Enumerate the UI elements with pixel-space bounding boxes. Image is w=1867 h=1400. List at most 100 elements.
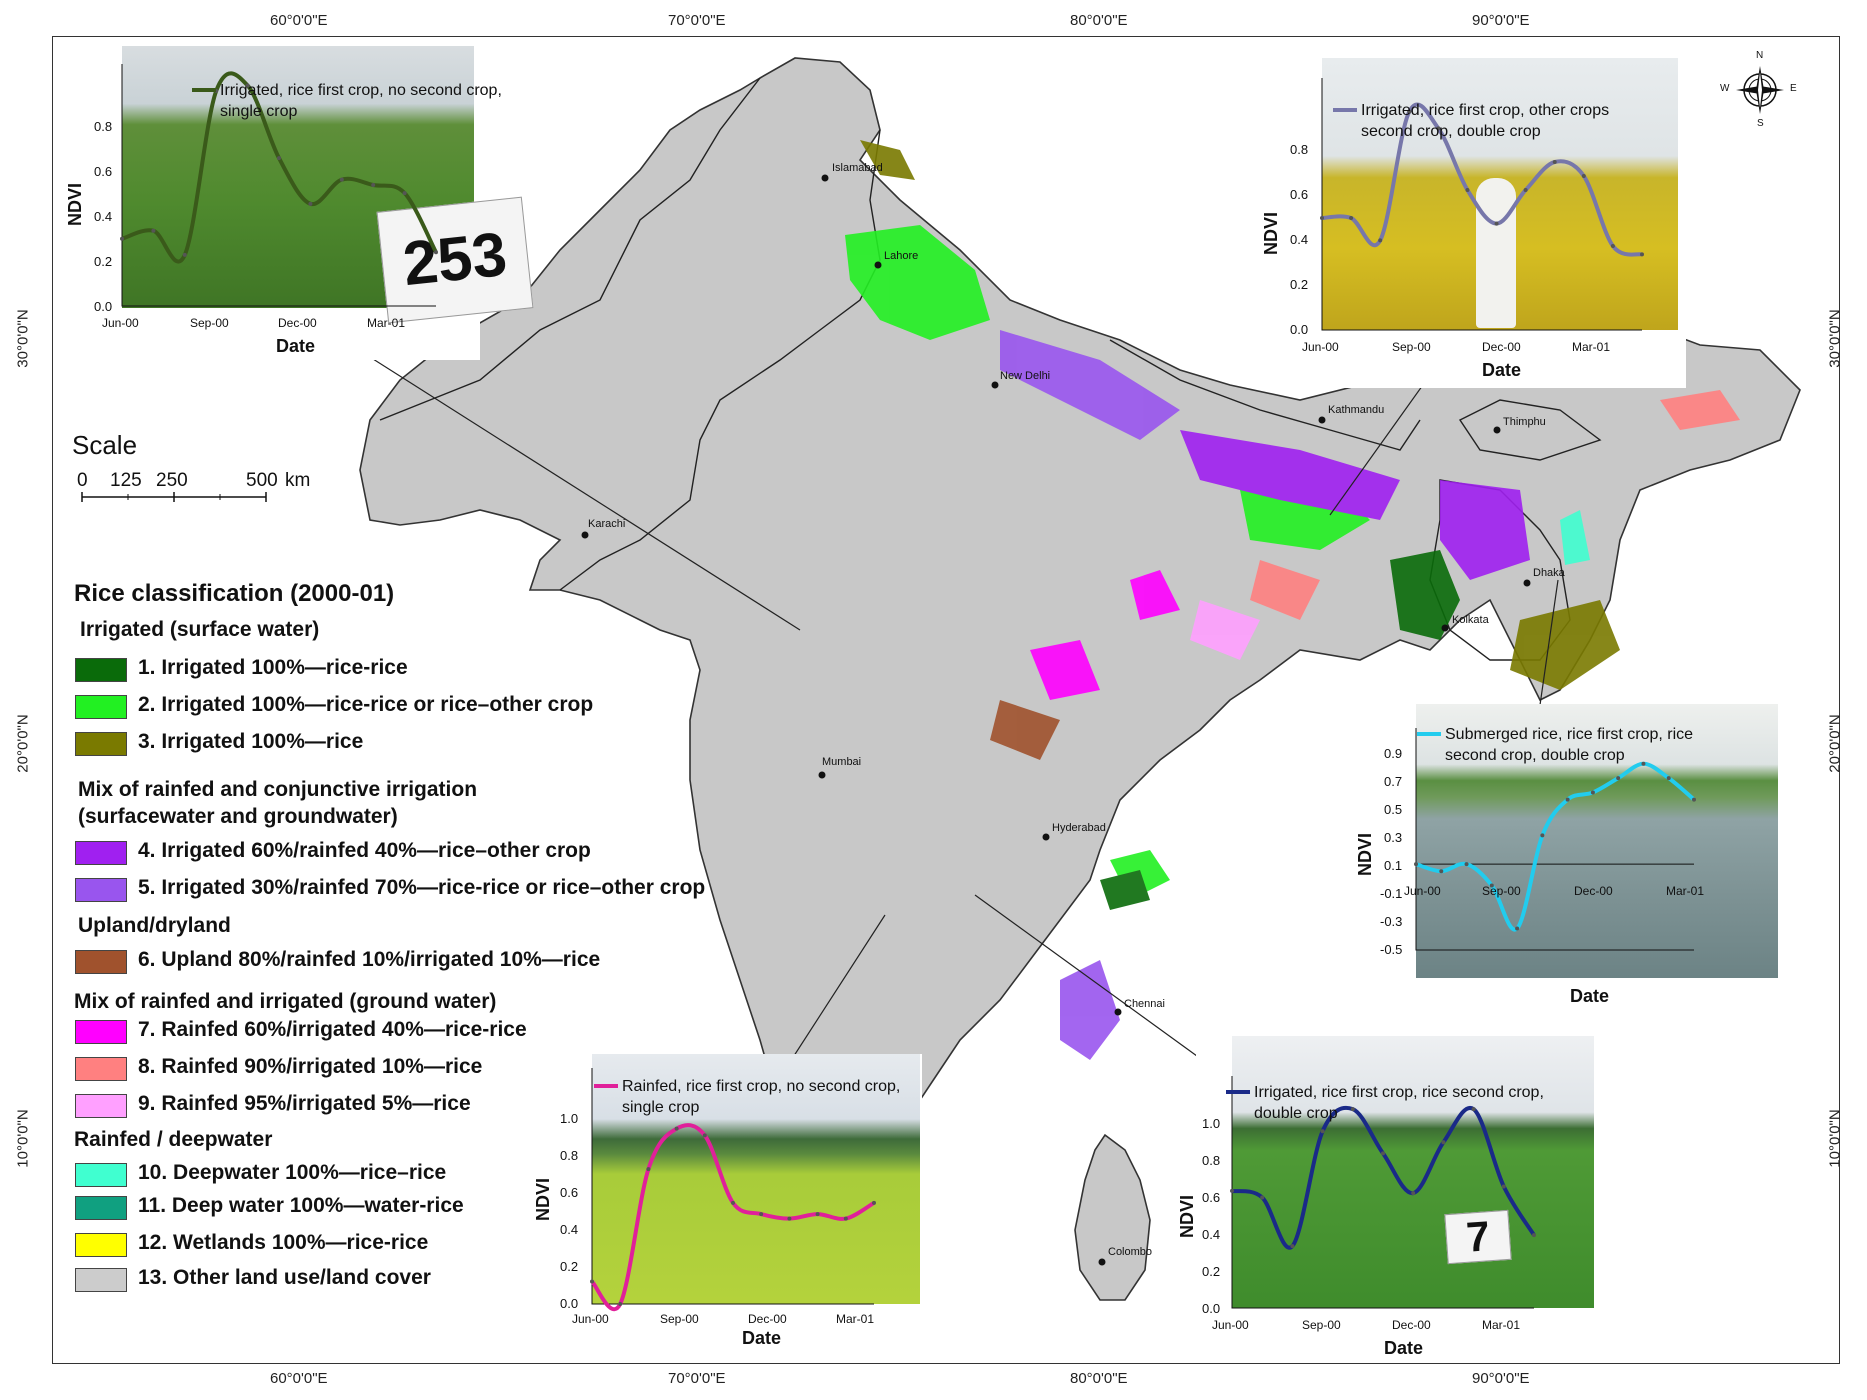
ndvi-data-point (1436, 126, 1441, 131)
ndvi-data-point (1565, 797, 1570, 802)
ndvi-data-point (1464, 862, 1469, 867)
xtick: Dec-00 (278, 316, 317, 330)
field-photo (1416, 704, 1778, 978)
inset-rainfed-single: Rainfed, rice first crop, no second crop… (533, 1054, 922, 1350)
legend-swatch (75, 878, 127, 902)
xtick: Jun-00 (1302, 340, 1339, 354)
chart-axes (121, 64, 436, 307)
legend-group-heading: Upland/dryland (78, 914, 231, 937)
ytick: 1.0 (560, 1111, 579, 1126)
city-islamabad: Islamabad (832, 162, 883, 174)
ndvi-data-point (1465, 188, 1470, 192)
legend-group-heading: Irrigated (surface water) (80, 618, 320, 641)
ndvi-data-point (277, 156, 281, 161)
compass-rose-icon: N S E W (1720, 50, 1797, 129)
inset-legend-label: Irrigated, rice first crop, no second cr… (220, 82, 502, 120)
inset-legend-label: Irrigated, rice first crop, rice second … (1254, 1084, 1544, 1122)
coord-bottom-80: 80°0'0"E (1070, 1370, 1128, 1387)
patch-rainfed-60 (1030, 640, 1100, 700)
patch-irrigated-rice-rice (1390, 550, 1460, 640)
ytick: 0.2 (560, 1259, 579, 1274)
ndvi-data-point (1610, 244, 1615, 248)
landmass-sri-lanka (1074, 1133, 1151, 1301)
ytick: -0.1 (1380, 886, 1403, 901)
ytick: 0.2 (1290, 277, 1309, 292)
farmer-figure (1476, 178, 1516, 328)
ytick: 0.0 (1290, 322, 1309, 337)
xtick: Jun-00 (1404, 884, 1441, 898)
x-axis-title: Date (1384, 1338, 1424, 1358)
y-axis-title: NDVI (1261, 211, 1282, 256)
legend-item-label: 9. Rainfed 95%/irrigated 5%—rice (138, 1092, 471, 1115)
ytick: 0.0 (1202, 1301, 1221, 1316)
coord-left-10: 10°0'0"N (14, 1109, 32, 1168)
ndvi-data-point (674, 1126, 679, 1131)
chart-axes (1321, 78, 1642, 331)
legend-swatch (75, 1094, 127, 1118)
x-axis-title: Date (1482, 360, 1522, 380)
legend-item-label: 1. Irrigated 100%—rice-rice (138, 656, 408, 679)
xtick: Sep-00 (1302, 1318, 1341, 1332)
xtick: Mar-01 (1482, 1318, 1521, 1332)
ndvi-data-point (182, 252, 187, 257)
legend-item-label: 3. Irrigated 100%—rice (138, 730, 364, 753)
x-axis-title: Date (742, 1328, 782, 1348)
coord-top-80: 80°0'0"E (1070, 12, 1128, 29)
xtick: Dec-00 (748, 1312, 787, 1326)
xtick: Dec-00 (1392, 1318, 1431, 1332)
ndvi-data-point (1320, 216, 1324, 220)
ytick: 0.9 (1384, 746, 1403, 761)
legend-swatch (75, 695, 127, 719)
border-bhutan (1458, 399, 1602, 461)
ndvi-chart (1226, 1076, 1536, 1309)
legend-item-label: 2. Irrigated 100%—rice-rice or rice–othe… (138, 693, 594, 716)
patch-irrigated-rice (1510, 600, 1620, 690)
ndvi-chart (590, 1068, 876, 1312)
ndvi-data-point (843, 1216, 848, 1221)
legend-swatch (75, 1163, 127, 1187)
city-thimphu: Thimphu (1503, 416, 1546, 428)
ndvi-series-line (1415, 761, 1696, 932)
ndvi-data-point (1411, 1191, 1416, 1196)
ndvi-data-point (120, 236, 124, 241)
ytick: 0.8 (94, 119, 113, 134)
city-karachi: Karachi (588, 518, 626, 530)
xtick: Jun-00 (1212, 1318, 1249, 1332)
ndvi-chart (1414, 728, 1696, 951)
xtick: Sep-00 (190, 316, 229, 330)
x-axis-title: Date (276, 336, 316, 356)
inset-double-crop-rice: 7 Irrigated, rice first crop, rice secon… (1177, 1036, 1596, 1362)
city-kolkata: Kolkata (1452, 614, 1489, 626)
ndvi-data-point (402, 191, 407, 196)
coord-top-70: 70°0'0"E (668, 12, 726, 29)
ndvi-data-point (1590, 790, 1595, 795)
patch-irrigated-rice-rice (1100, 870, 1150, 910)
legend-item-label: 10. Deepwater 100%—rice–rice (138, 1161, 447, 1184)
ndvi-data-point (1641, 761, 1646, 766)
ndvi-data-point (618, 1302, 623, 1306)
y-axis-title: NDVI (1355, 832, 1376, 877)
coord-top-90: 90°0'0"E (1472, 12, 1530, 29)
ytick: -0.3 (1380, 914, 1403, 929)
legend-swatch (75, 950, 127, 974)
legend-swatch (75, 658, 127, 682)
xtick: Dec-00 (1482, 340, 1521, 354)
ndvi-data-point (1471, 1107, 1476, 1112)
ndvi-data-point (646, 1167, 651, 1172)
y-axis-title: NDVI (1177, 1194, 1198, 1239)
city-chennai: Chennai (1124, 998, 1165, 1010)
patch-irrigated-rice-or-other (845, 225, 990, 340)
chart-axes (1415, 728, 1694, 951)
ytick: 0.1 (1384, 858, 1403, 873)
ndvi-data-point (1230, 1188, 1234, 1193)
ndvi-data-point (1381, 1151, 1385, 1156)
ndvi-data-point (151, 228, 156, 233)
patch-rainfed-95 (1190, 600, 1260, 660)
ndvi-data-point (1378, 238, 1383, 243)
ndvi-data-point (1320, 1129, 1325, 1134)
legend-swatch (75, 841, 127, 865)
coord-bottom-70: 70°0'0"E (668, 1370, 726, 1387)
city-hyderabad: Hyderabad (1052, 822, 1106, 834)
ndvi-data-point (308, 201, 313, 206)
scale-tick-0: 0 (77, 470, 88, 491)
